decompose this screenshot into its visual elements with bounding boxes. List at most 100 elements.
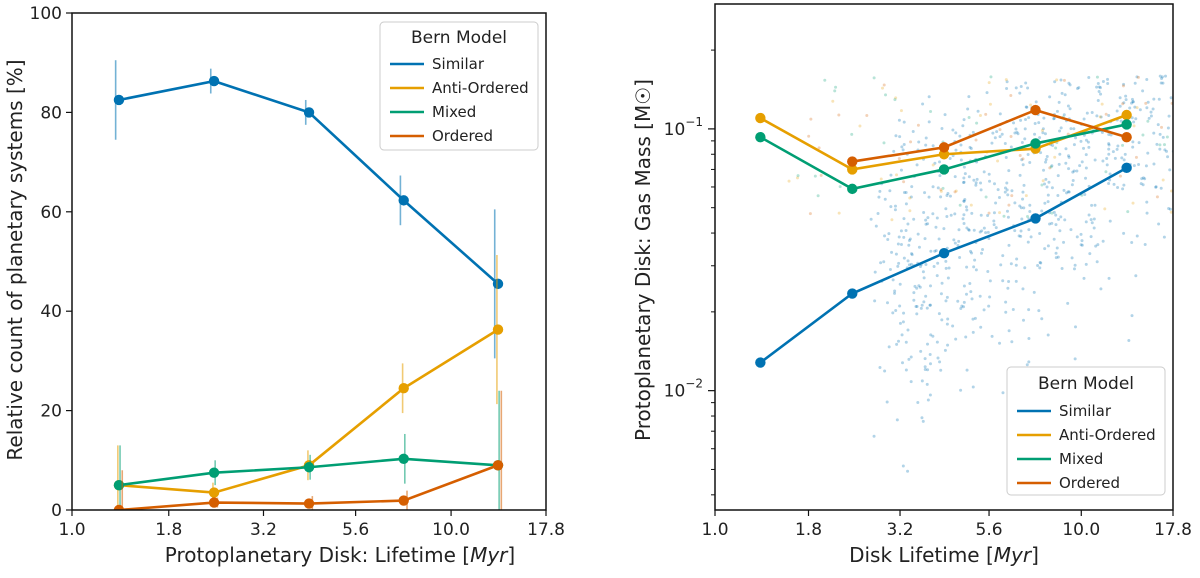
background-point: [1133, 105, 1137, 109]
background-point: [967, 116, 971, 120]
background-point: [1108, 178, 1112, 182]
background-point: [1055, 78, 1059, 82]
background-point: [1147, 116, 1151, 120]
legend-label: Mixed: [432, 103, 476, 121]
background-point: [1071, 178, 1075, 182]
background-point: [787, 179, 791, 183]
background-point: [1038, 266, 1042, 270]
background-point: [998, 112, 1002, 116]
background-point: [1002, 214, 1006, 218]
background-point: [1021, 190, 1025, 194]
background-point: [962, 176, 966, 180]
background-point: [936, 356, 940, 360]
background-point: [967, 228, 971, 232]
background-point: [924, 294, 928, 298]
background-point: [967, 95, 971, 99]
background-point: [994, 201, 998, 205]
background-point: [958, 203, 962, 207]
background-point: [1053, 80, 1057, 84]
background-point: [1186, 124, 1189, 127]
background-point: [964, 335, 968, 339]
left-y-tick-label: 60: [40, 203, 62, 223]
background-point: [948, 194, 952, 198]
background-point: [1039, 261, 1043, 265]
background-point: [954, 337, 958, 341]
background-point: [979, 181, 983, 185]
background-point: [1067, 167, 1071, 171]
background-point: [1152, 162, 1156, 166]
background-point: [1057, 100, 1061, 104]
background-point: [879, 177, 883, 181]
background-point: [1162, 143, 1166, 147]
background-point: [953, 241, 957, 245]
background-point: [1049, 165, 1053, 169]
legend-label: Similar: [1059, 402, 1112, 420]
background-point: [1047, 180, 1051, 184]
background-point: [993, 136, 997, 140]
background-point: [1094, 244, 1098, 248]
data-point: [208, 467, 220, 478]
background-point: [1056, 174, 1060, 178]
background-point: [946, 317, 950, 321]
data-point: [847, 288, 858, 299]
background-point: [925, 306, 929, 310]
left-series-ordered: [113, 390, 504, 510]
background-point: [1098, 86, 1102, 90]
background-point: [923, 365, 927, 369]
background-point: [1040, 128, 1044, 132]
background-point: [988, 295, 992, 299]
background-point: [1151, 107, 1155, 111]
background-point: [942, 227, 946, 231]
background-point: [974, 181, 978, 185]
data-point: [398, 453, 409, 465]
background-point: [1104, 112, 1108, 116]
background-point: [982, 170, 986, 174]
background-point: [1022, 183, 1026, 187]
background-point: [1167, 114, 1171, 118]
data-point: [303, 498, 315, 509]
legend-label: Mixed: [1059, 450, 1103, 468]
right-panel: 1.0 1.8 3.2 5.6 10.0 17.8 10−2 10−1 Disk Lifeti…: [631, 3, 1192, 567]
background-point: [931, 163, 935, 167]
background-point: [944, 207, 948, 211]
background-point: [1169, 96, 1173, 100]
background-point: [927, 195, 931, 199]
data-point: [113, 504, 125, 510]
background-point: [920, 303, 924, 307]
background-point: [1054, 213, 1058, 217]
data-point: [398, 195, 409, 206]
background-point: [1007, 243, 1011, 247]
background-point: [1097, 85, 1101, 89]
background-point: [902, 180, 906, 184]
background-point: [1072, 267, 1076, 271]
data-point: [208, 75, 220, 87]
background-point: [896, 264, 900, 268]
background-point: [1039, 151, 1043, 155]
left-x-tick-label: 17.8: [527, 520, 565, 540]
background-point: [1178, 175, 1181, 178]
background-point: [987, 211, 991, 215]
background-point: [971, 130, 975, 134]
data-point: [1030, 138, 1041, 149]
background-point: [928, 393, 932, 397]
background-point: [1096, 82, 1100, 86]
background-point: [883, 369, 887, 373]
background-point: [921, 419, 925, 423]
background-point: [1107, 147, 1111, 151]
background-point: [929, 284, 933, 288]
background-point: [1160, 75, 1164, 79]
background-point: [1068, 107, 1072, 111]
background-point: [998, 341, 1002, 345]
background-point: [1083, 193, 1087, 197]
background-point: [924, 136, 928, 140]
background-point: [1021, 287, 1025, 291]
background-point: [962, 199, 966, 203]
background-point: [1127, 338, 1131, 342]
background-point: [1184, 175, 1187, 178]
background-point: [1067, 155, 1071, 159]
background-point: [1006, 193, 1010, 197]
background-point: [899, 168, 903, 172]
background-point: [1012, 121, 1016, 125]
background-point: [1089, 218, 1093, 222]
background-point: [992, 219, 996, 223]
